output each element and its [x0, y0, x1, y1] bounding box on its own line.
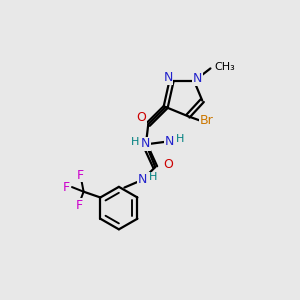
Text: F: F [63, 181, 70, 194]
Text: F: F [75, 199, 82, 212]
Text: N: N [193, 72, 202, 85]
Text: H: H [131, 137, 140, 147]
Text: H: H [176, 134, 184, 144]
Text: H: H [149, 172, 157, 182]
Text: N: N [164, 135, 174, 148]
Text: O: O [163, 158, 173, 171]
Text: N: N [138, 173, 147, 186]
Text: F: F [76, 169, 84, 182]
Text: CH₃: CH₃ [214, 62, 235, 72]
Text: N: N [141, 137, 151, 151]
Text: Br: Br [200, 114, 213, 127]
Text: N: N [163, 71, 173, 84]
Text: O: O [136, 111, 146, 124]
